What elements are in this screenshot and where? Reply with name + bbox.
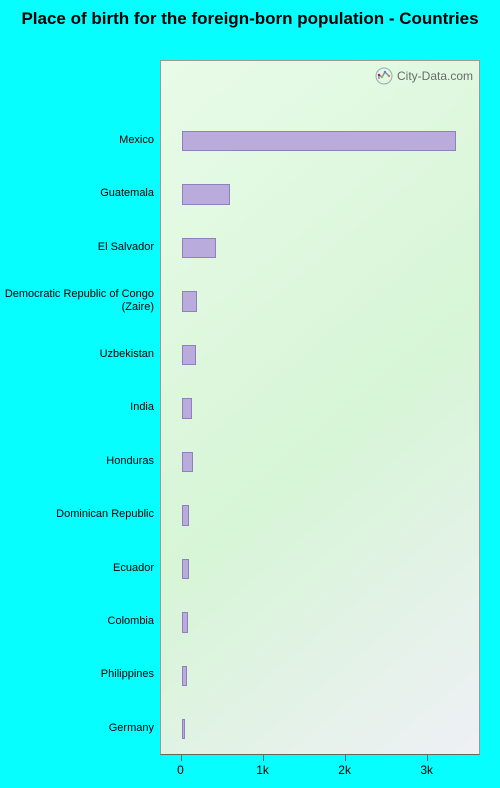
y-axis-label: Ecuador bbox=[4, 541, 154, 594]
chart-title: Place of birth for the foreign-born popu… bbox=[0, 8, 500, 29]
x-tick bbox=[181, 755, 182, 761]
x-tick-label: 1k bbox=[256, 763, 269, 777]
bar bbox=[182, 291, 198, 311]
y-axis-label: Guatemala bbox=[4, 167, 154, 220]
y-axis-label: Dominican Republic bbox=[4, 488, 154, 541]
y-axis-label: India bbox=[4, 381, 154, 434]
bar bbox=[182, 452, 193, 472]
y-axis-label: Mexico bbox=[4, 113, 154, 166]
bar bbox=[182, 238, 216, 258]
x-tick-label: 3k bbox=[420, 763, 433, 777]
x-tick-label: 0 bbox=[177, 763, 184, 777]
x-tick bbox=[345, 755, 346, 761]
y-axis-label: Philippines bbox=[4, 648, 154, 701]
y-axis-label: Germany bbox=[4, 702, 154, 755]
y-axis-label: El Salvador bbox=[4, 220, 154, 273]
y-axis-label: Honduras bbox=[4, 434, 154, 487]
bar bbox=[182, 719, 185, 739]
bar bbox=[182, 559, 190, 579]
bar bbox=[182, 612, 189, 632]
y-axis-label: Uzbekistan bbox=[4, 327, 154, 380]
bar bbox=[182, 398, 193, 418]
x-tick-label: 2k bbox=[338, 763, 351, 777]
x-tick bbox=[427, 755, 428, 761]
watermark-text: City-Data.com bbox=[397, 69, 473, 83]
bar bbox=[182, 345, 196, 365]
watermark-icon bbox=[375, 67, 393, 85]
bar bbox=[182, 131, 457, 151]
plot-gradient bbox=[161, 61, 479, 754]
y-axis-label: Colombia bbox=[4, 595, 154, 648]
bar bbox=[182, 505, 190, 525]
x-tick bbox=[263, 755, 264, 761]
bar bbox=[182, 666, 187, 686]
watermark: City-Data.com bbox=[375, 67, 473, 85]
y-axis-label: Democratic Republic of Congo (Zaire) bbox=[4, 274, 154, 327]
plot-area: City-Data.com bbox=[160, 60, 480, 755]
bar bbox=[182, 184, 230, 204]
